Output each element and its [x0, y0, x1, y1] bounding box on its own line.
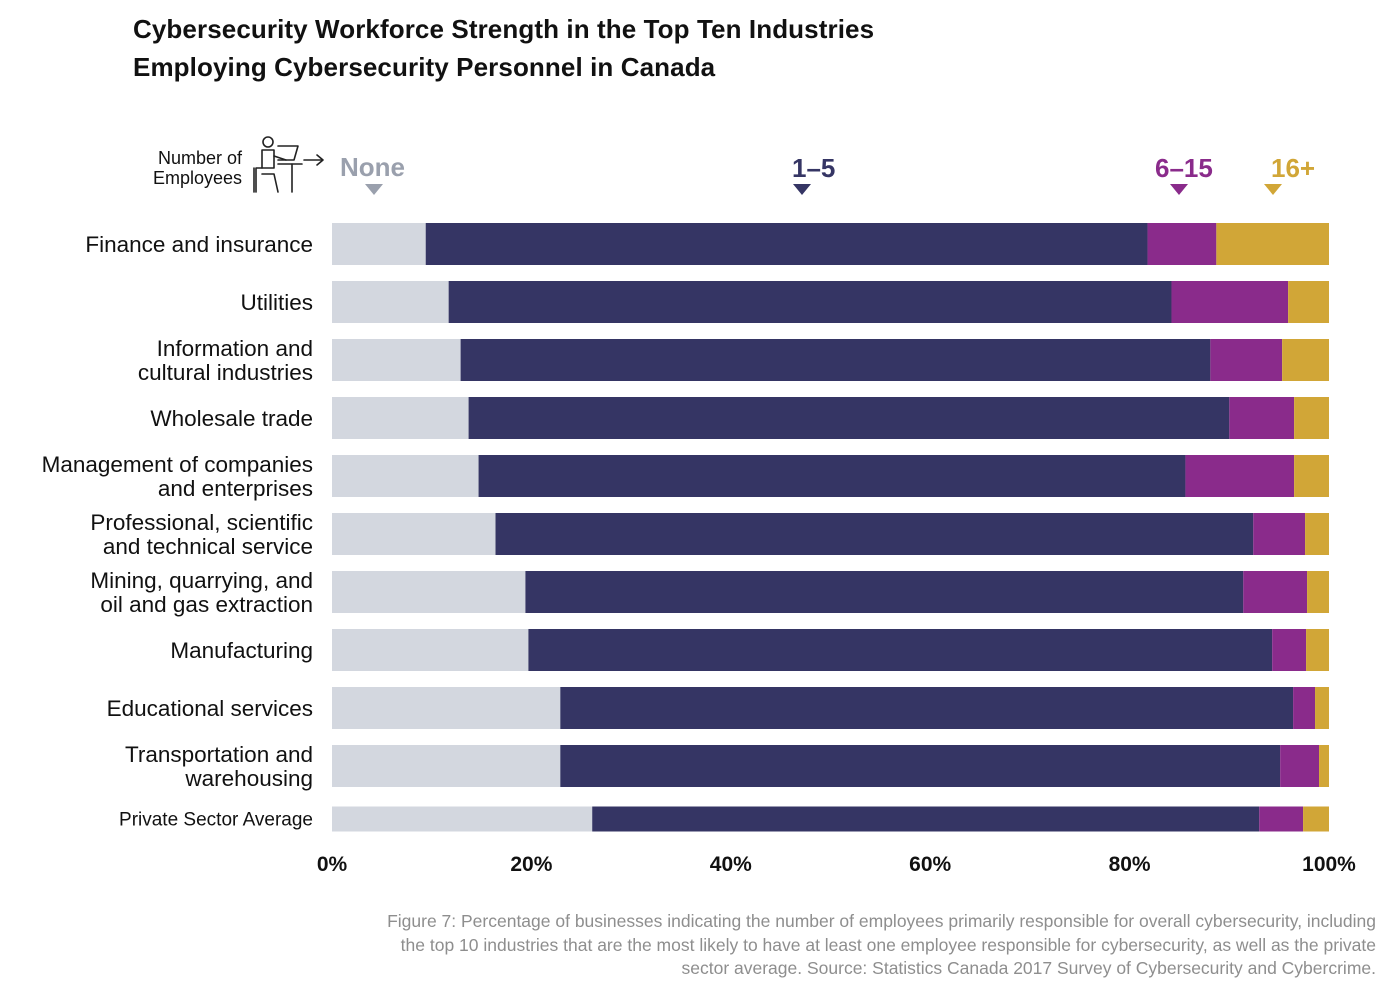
figure-caption-line-2: the top 10 industries that are the most …: [400, 934, 1376, 955]
category-label-row-3-line-2: cultural industries: [138, 360, 313, 385]
bar-segment-none-row-9: [332, 687, 561, 729]
x-tick-label: 100%: [1302, 853, 1356, 876]
bar-segment-sixteen-plus-row-7: [1307, 571, 1329, 613]
bar-segment-sixteen-plus-row-9: [1315, 687, 1329, 729]
bar-segment-one-to-five-row-1: [425, 223, 1148, 265]
figure-caption-line-1: Figure 7: Percentage of businesses indic…: [387, 911, 1376, 931]
legend-category-none-label: None: [340, 152, 405, 182]
bar-segment-six-to-fifteen-row-5: [1185, 455, 1295, 497]
category-label-row-10-line-1: Transportation and: [125, 742, 313, 767]
bar-segment-none-row-4: [332, 397, 469, 439]
category-label-row-1-line-1: Finance and insurance: [85, 232, 313, 257]
legend-category-6-15-label: 6–15: [1155, 153, 1213, 183]
bar-segment-one-to-five-row-2: [448, 281, 1172, 323]
bar-segment-none-row-10: [332, 745, 561, 787]
bar-segment-one-to-five-row-10: [560, 745, 1281, 787]
bar-segment-none-row-8: [332, 629, 529, 671]
bar-segment-sixteen-plus-row-2: [1288, 281, 1329, 323]
bar-segment-one-to-five-row-5: [478, 455, 1186, 497]
figure-caption-line-3: sector average. Source: Statistics Canad…: [681, 958, 1377, 978]
category-label-row-3-line-1: Information and: [157, 336, 313, 361]
chart-title-line-1: Cybersecurity Workforce Strength in the …: [133, 14, 875, 44]
bar-segment-six-to-fifteen-row-3: [1210, 339, 1283, 381]
bar-segment-one-to-five-row-11: [592, 806, 1260, 832]
legend-label-line-2: Employees: [152, 168, 242, 188]
bar-segment-six-to-fifteen-row-10: [1280, 745, 1320, 787]
legend-marker-16-plus: [1264, 184, 1283, 195]
category-label-row-10-line-2: warehousing: [184, 766, 313, 791]
legend-category-16-plus-label: 16+: [1271, 153, 1316, 183]
category-label-row-2-line-1: Utilities: [240, 290, 313, 315]
bar-segment-six-to-fifteen-row-8: [1272, 629, 1307, 671]
bar-segment-one-to-five-row-7: [525, 571, 1244, 613]
bar-segment-six-to-fifteen-row-6: [1253, 513, 1306, 555]
bar-segment-one-to-five-row-4: [468, 397, 1230, 439]
bar-segment-sixteen-plus-row-11: [1303, 806, 1329, 832]
legend-marker-1-5: [792, 184, 811, 195]
bar-segment-none-row-11: [332, 806, 593, 832]
bar-segment-six-to-fifteen-row-4: [1229, 397, 1295, 439]
bar-segment-none-row-7: [332, 571, 526, 613]
category-label-row-9-line-1: Educational services: [107, 696, 313, 721]
category-label-row-5-line-1: Management of companies: [42, 452, 313, 477]
legend-label: Number of Employees: [120, 148, 242, 188]
category-label-row-11-line-1: Private Sector Average: [119, 810, 313, 831]
bar-segment-six-to-fifteen-row-2: [1171, 281, 1289, 323]
legend-category-none: None: [340, 152, 405, 183]
bar-segment-six-to-fifteen-row-9: [1293, 687, 1316, 729]
category-label-row-6-line-2: and technical service: [103, 534, 313, 559]
legend-label-line-1: Number of: [157, 148, 242, 168]
bar-segment-one-to-five-row-9: [560, 687, 1294, 729]
bar-segment-sixteen-plus-row-6: [1305, 513, 1329, 555]
bar-segment-none-row-5: [332, 455, 479, 497]
bar-segment-sixteen-plus-row-4: [1294, 397, 1329, 439]
category-label-row-4-line-1: Wholesale trade: [150, 406, 313, 431]
x-tick-label: 0%: [317, 853, 348, 876]
bar-segment-six-to-fifteen-row-7: [1243, 571, 1308, 613]
legend-category-1-5-label: 1–5: [792, 153, 836, 183]
legend-category-16-plus: 16+: [1271, 153, 1315, 184]
category-label-row-7-line-2: oil and gas extraction: [100, 592, 313, 617]
x-tick-label: 40%: [710, 853, 752, 876]
person-at-desk-icon: [253, 136, 324, 193]
bar-segment-none-row-1: [332, 223, 426, 265]
bar-segment-one-to-five-row-6: [495, 513, 1254, 555]
bar-segment-sixteen-plus-row-3: [1282, 339, 1329, 381]
category-label-row-6-line-1: Professional, scientific: [90, 510, 313, 535]
category-label-row-7-line-1: Mining, quarrying, and: [90, 568, 313, 593]
bar-segment-one-to-five-row-3: [460, 339, 1211, 381]
bar-segment-sixteen-plus-row-8: [1306, 629, 1329, 671]
x-tick-label: 60%: [909, 853, 951, 876]
x-tick-label: 80%: [1109, 853, 1151, 876]
bar-segment-sixteen-plus-row-5: [1294, 455, 1329, 497]
bar-segment-six-to-fifteen-row-11: [1259, 806, 1304, 832]
stacked-bar-chart: Finance and insurance Utilities Informatio…: [42, 223, 1356, 876]
legend-category-6-15: 6–15: [1155, 153, 1213, 184]
bar-segment-six-to-fifteen-row-1: [1147, 223, 1217, 265]
chart-title-line-2: Employing Cybersecurity Personnel in Can…: [133, 52, 716, 82]
bar-segment-none-row-3: [332, 339, 461, 381]
chart-title: Cybersecurity Workforce Strength in the …: [133, 10, 874, 86]
category-label-row-8-line-1: Manufacturing: [170, 638, 313, 663]
bar-segment-sixteen-plus-row-10: [1319, 745, 1329, 787]
x-tick-label: 20%: [510, 853, 552, 876]
legend-category-1-5: 1–5: [792, 153, 835, 184]
bar-segment-one-to-five-row-8: [528, 629, 1273, 671]
category-label-row-5-line-2: and enterprises: [158, 476, 313, 501]
legend-marker-none: [364, 184, 383, 195]
bar-segment-sixteen-plus-row-1: [1216, 223, 1329, 265]
figure-caption: Figure 7: Percentage of businesses indic…: [256, 910, 1376, 981]
bar-segment-none-row-6: [332, 513, 496, 555]
legend-marker-6-15: [1170, 184, 1189, 195]
bar-segment-none-row-2: [332, 281, 449, 323]
